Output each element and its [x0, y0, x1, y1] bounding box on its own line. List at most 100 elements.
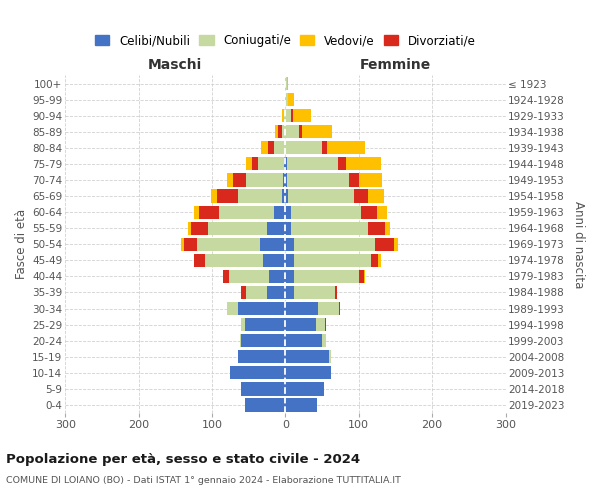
Bar	[284, 77, 286, 90]
Bar	[361, 206, 377, 218]
Text: COMUNE DI LOIANO (BO) - Dati ISTAT 1° gennaio 2024 - Elaborazione TUTTITALIA.IT: COMUNE DI LOIANO (BO) - Dati ISTAT 1° ge…	[6, 476, 401, 485]
Bar	[359, 174, 382, 186]
Bar	[269, 270, 286, 283]
Text: Maschi: Maschi	[148, 58, 202, 72]
Bar	[274, 206, 286, 218]
Bar	[339, 302, 340, 315]
Bar	[294, 270, 359, 283]
Bar	[258, 158, 284, 170]
Bar	[194, 206, 199, 218]
Bar	[291, 206, 361, 218]
Bar	[286, 254, 294, 267]
Bar	[322, 141, 327, 154]
Bar	[247, 286, 267, 299]
Bar	[371, 254, 378, 267]
Bar	[338, 158, 346, 170]
Bar	[286, 141, 322, 154]
Bar	[275, 125, 278, 138]
Bar	[263, 254, 286, 267]
Bar	[287, 158, 338, 170]
Bar	[241, 382, 286, 396]
Bar	[247, 174, 283, 186]
Bar	[286, 366, 331, 380]
Bar	[241, 286, 247, 299]
Bar	[240, 334, 241, 347]
Bar	[286, 334, 322, 347]
Bar	[385, 222, 391, 235]
Bar	[283, 109, 284, 122]
Bar	[286, 238, 294, 251]
Bar	[188, 222, 191, 235]
Bar	[286, 382, 323, 396]
Bar	[286, 77, 287, 90]
Bar	[286, 93, 288, 106]
Bar	[238, 190, 281, 202]
Bar	[268, 141, 274, 154]
Bar	[253, 158, 258, 170]
Bar	[284, 158, 286, 170]
Bar	[241, 334, 286, 347]
Bar	[286, 398, 317, 411]
Bar	[245, 318, 286, 331]
Bar	[316, 318, 325, 331]
Bar	[211, 190, 217, 202]
Bar	[261, 141, 268, 154]
Bar	[355, 190, 368, 202]
Bar	[284, 109, 286, 122]
Bar	[286, 190, 288, 202]
Bar	[247, 158, 253, 170]
Bar	[197, 238, 260, 251]
Bar	[329, 350, 331, 364]
Bar	[294, 286, 335, 299]
Bar	[349, 174, 359, 186]
Bar	[286, 286, 294, 299]
Bar	[194, 254, 205, 267]
Bar	[267, 222, 286, 235]
Bar	[286, 109, 291, 122]
Bar	[286, 302, 319, 315]
Bar	[281, 190, 286, 202]
Bar	[283, 174, 286, 186]
Bar	[368, 222, 385, 235]
Bar	[284, 141, 286, 154]
Bar	[319, 302, 339, 315]
Bar	[286, 174, 287, 186]
Bar	[227, 302, 238, 315]
Bar	[205, 254, 263, 267]
Bar	[284, 125, 286, 138]
Bar	[286, 206, 291, 218]
Bar	[241, 318, 245, 331]
Bar	[238, 302, 286, 315]
Bar	[394, 238, 398, 251]
Bar	[286, 125, 299, 138]
Bar	[181, 238, 184, 251]
Bar	[293, 109, 311, 122]
Bar	[245, 398, 286, 411]
Bar	[191, 222, 208, 235]
Bar	[346, 158, 381, 170]
Bar	[288, 93, 294, 106]
Bar	[227, 174, 233, 186]
Bar	[288, 190, 355, 202]
Bar	[278, 125, 281, 138]
Bar	[223, 270, 229, 283]
Bar	[184, 238, 197, 251]
Bar	[327, 141, 365, 154]
Bar	[199, 206, 220, 218]
Bar	[291, 222, 368, 235]
Bar	[274, 141, 284, 154]
Bar	[286, 318, 316, 331]
Bar	[220, 206, 274, 218]
Bar	[378, 254, 381, 267]
Legend: Celibi/Nubili, Coniugati/e, Vedovi/e, Divorziati/e: Celibi/Nubili, Coniugati/e, Vedovi/e, Di…	[95, 34, 475, 47]
Bar	[377, 206, 386, 218]
Bar	[286, 222, 291, 235]
Bar	[299, 125, 302, 138]
Bar	[267, 286, 286, 299]
Bar	[238, 350, 286, 364]
Bar	[287, 174, 349, 186]
Bar	[217, 190, 238, 202]
Bar	[294, 254, 371, 267]
Y-axis label: Fasce di età: Fasce di età	[15, 209, 28, 280]
Bar	[230, 366, 286, 380]
